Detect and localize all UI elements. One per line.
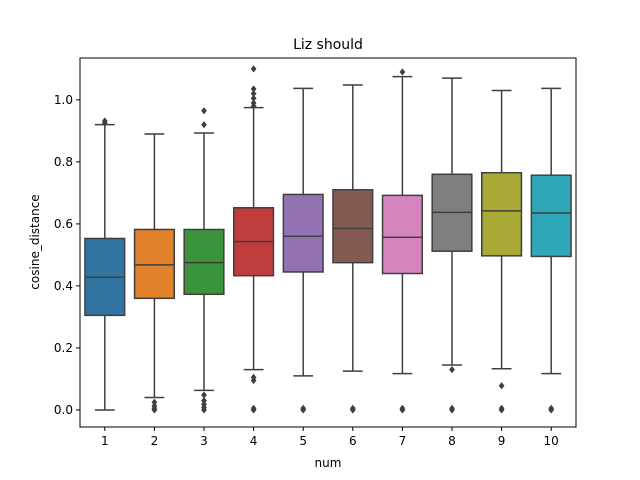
y-tick-label: 0.2: [54, 341, 73, 355]
outlier-point: [201, 400, 207, 408]
outlier-point: [250, 373, 257, 381]
outlier-point: [250, 404, 257, 412]
box-7: [381, 68, 423, 414]
box-1: [84, 117, 126, 411]
outlier-point: [449, 404, 455, 412]
x-tick-label: 10: [544, 434, 559, 448]
box-iqr: [381, 194, 423, 275]
box-6: [332, 84, 374, 414]
outlier-point: [151, 402, 158, 410]
outlier-point: [548, 404, 555, 412]
x-tick-label: 2: [151, 434, 159, 448]
outlier-point: [201, 391, 207, 399]
x-tick-label: 4: [250, 434, 258, 448]
box-4: [233, 65, 275, 414]
outlier-point: [250, 94, 257, 102]
box-10: [530, 87, 572, 414]
outlier-point: [498, 382, 505, 390]
box-9: [481, 89, 523, 414]
box-iqr: [133, 228, 175, 300]
plot-frame: [79, 57, 577, 428]
y-tick-label: 0.0: [54, 403, 73, 417]
outlier-point: [201, 121, 207, 129]
outlier-point: [250, 99, 257, 107]
y-tick-label: 0.4: [54, 279, 73, 293]
outlier-point: [449, 366, 455, 374]
box-iqr: [332, 189, 374, 264]
box-3: [183, 107, 225, 414]
outlier-point: [399, 68, 406, 76]
box-iqr: [530, 174, 572, 258]
y-axis: 0.0 0.2 0.4 0.6 0.8 1.0: [54, 93, 80, 417]
box-iqr: [481, 171, 523, 257]
y-tick-label: 0.6: [54, 217, 73, 231]
box-8: [431, 77, 473, 414]
boxes-layer: [84, 65, 572, 414]
box-iqr: [183, 228, 225, 296]
y-axis-label: cosine_distance: [28, 194, 42, 289]
y-tick-label: 1.0: [54, 93, 73, 107]
x-tick-label: 8: [448, 434, 456, 448]
outlier-point: [399, 404, 406, 412]
x-tick-label: 1: [101, 434, 109, 448]
outlier-point: [201, 397, 207, 405]
x-tick-label: 9: [498, 434, 506, 448]
outlier-point: [201, 107, 207, 115]
outlier-point: [250, 90, 257, 98]
outlier-point: [250, 65, 257, 73]
x-axis: 1 2 3 4 5 6 7 8 9 10: [101, 427, 559, 448]
box-iqr: [282, 193, 324, 273]
outlier-point: [349, 404, 356, 412]
box-2: [133, 133, 175, 414]
x-axis-label: num: [315, 456, 342, 470]
outlier-point: [101, 117, 108, 125]
outlier-point: [300, 404, 307, 412]
x-tick-label: 3: [200, 434, 208, 448]
x-tick-label: 7: [399, 434, 407, 448]
x-tick-label: 6: [349, 434, 357, 448]
chart-title: Liz should: [293, 37, 363, 53]
outlier-point: [151, 398, 158, 406]
y-tick-label: 0.8: [54, 155, 73, 169]
x-tick-label: 5: [299, 434, 307, 448]
outlier-point: [250, 85, 257, 93]
outlier-point: [498, 404, 505, 412]
box-5: [282, 87, 324, 414]
